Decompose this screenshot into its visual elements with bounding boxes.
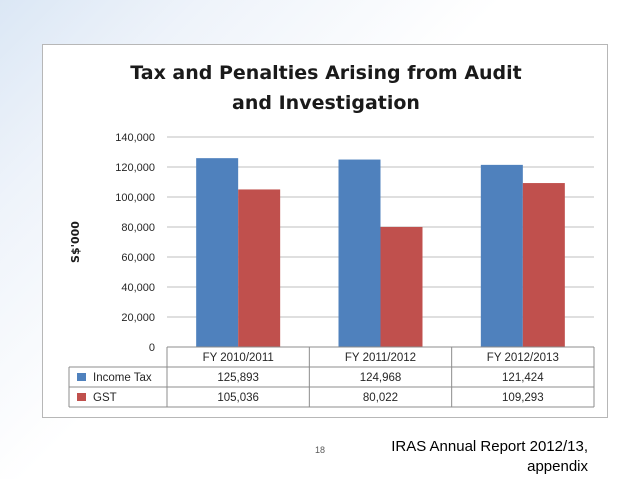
table-value: 121,424 <box>502 372 544 384</box>
bar-chart: Tax and Penalties Arising from Audit and … <box>68 62 595 408</box>
legend-swatch-gst <box>77 393 86 401</box>
legend-label-gst: GST <box>93 392 117 404</box>
y-tick-label: 20,000 <box>121 312 155 324</box>
chart-area: Tax and Penalties Arising from Audit and … <box>42 44 608 418</box>
source-note: IRAS Annual Report 2012/13, appendix <box>360 437 588 477</box>
y-tick-label: 80,000 <box>121 222 155 234</box>
table-value: 105,036 <box>217 392 259 404</box>
y-tick-label: 100,000 <box>115 192 155 204</box>
x-category-label: FY 2010/2011 <box>203 352 274 364</box>
table-value: 109,293 <box>502 392 544 404</box>
y-tick-label: 60,000 <box>121 252 155 264</box>
bar-gst <box>522 183 565 347</box>
bar-income-tax <box>196 158 239 347</box>
table-value: 124,968 <box>360 372 402 384</box>
y-tick-label: 40,000 <box>121 282 155 294</box>
y-tick-label: 120,000 <box>115 162 155 174</box>
source-line-1: IRAS Annual Report 2012/13, <box>391 438 588 455</box>
chart-title-line-2: and Investigation <box>232 92 420 114</box>
page-number: 18 <box>314 445 325 455</box>
bar-gst <box>380 226 423 347</box>
x-category-label: FY 2012/2013 <box>487 352 559 364</box>
bar-income-tax <box>338 159 381 347</box>
table-value: 125,893 <box>217 372 259 384</box>
legend-swatch-income-tax <box>77 373 86 381</box>
bar-gst <box>238 189 281 347</box>
y-axis-label: S$'000 <box>69 221 82 263</box>
source-line-2: appendix <box>527 458 588 475</box>
table-value: 80,022 <box>363 392 398 404</box>
y-tick-label: 0 <box>149 342 155 354</box>
bar-income-tax <box>480 164 523 347</box>
chart-title-line-1: Tax and Penalties Arising from Audit <box>130 62 522 84</box>
y-tick-label: 140,000 <box>115 132 155 144</box>
legend-label-income-tax: Income Tax <box>93 372 152 384</box>
x-category-label: FY 2011/2012 <box>345 352 416 364</box>
